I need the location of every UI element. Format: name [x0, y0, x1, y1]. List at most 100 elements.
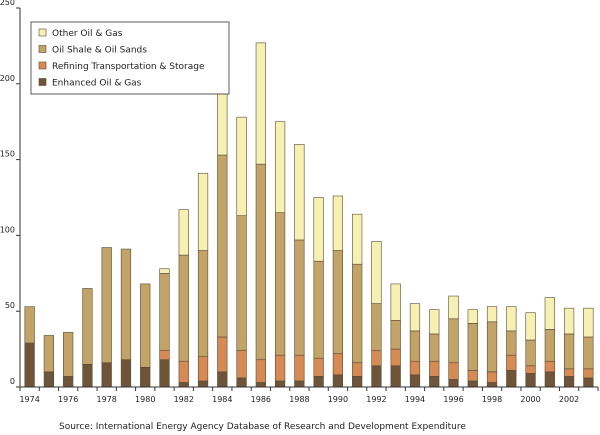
bar-segment [525, 373, 536, 388]
bar-segment [294, 354, 305, 382]
bar-segment [332, 374, 344, 388]
bar-segment [352, 362, 363, 377]
bar-segment [313, 376, 324, 388]
bar-segment [159, 268, 170, 274]
bar-segment [563, 376, 575, 388]
bar-segment [429, 333, 440, 362]
bar-segment [274, 354, 286, 382]
bar-segment [409, 303, 421, 332]
legend-swatch [38, 45, 47, 53]
bar-segment [255, 42, 266, 165]
bar-segment [332, 250, 344, 354]
bar-segment [217, 336, 228, 373]
bar-segment [544, 360, 555, 373]
x-tick-label: 1978 [97, 395, 117, 404]
bar-segment [467, 323, 478, 371]
bar-segment [101, 247, 112, 364]
bar-segment [390, 365, 401, 388]
bar-segment [178, 209, 189, 256]
bar-segment [409, 360, 421, 376]
bar-segment [197, 356, 209, 382]
bar-segment [544, 297, 555, 330]
legend-label: Oil Shale & Oil Sands [52, 46, 147, 56]
bar-segment [294, 144, 305, 241]
bar-segment [448, 295, 459, 320]
bar-segment [525, 365, 536, 374]
bar-segment [255, 163, 266, 361]
bar-segment [506, 330, 517, 356]
bar-segment [63, 376, 74, 388]
x-tick-label: 1976 [58, 395, 78, 404]
bar-segment [24, 342, 35, 388]
bar-segment [390, 319, 401, 350]
bar-segment [409, 374, 421, 388]
legend-label: Enhanced Oil & Gas [52, 79, 142, 89]
bar-segment [448, 318, 459, 364]
source-note: Source: International Energy Agency Data… [59, 422, 466, 432]
bar-segment [448, 379, 459, 388]
bar-segment [525, 339, 536, 367]
y-tick-label: 250 [0, 0, 15, 7]
y-tick-label: 100 [0, 225, 15, 234]
bar-segment [217, 371, 228, 388]
x-tick-label: 1980 [135, 395, 155, 404]
bar-segment [313, 260, 324, 359]
legend-label: Refining Transportation & Storage [52, 62, 205, 72]
bar-segment [43, 371, 55, 388]
bar-segment [236, 350, 247, 379]
bar-segment [159, 350, 170, 361]
legend-swatch [38, 61, 47, 70]
bar-segment [486, 306, 498, 323]
bar-segment [255, 359, 266, 383]
x-tick-label: 1986 [251, 395, 271, 404]
bar-segment [371, 303, 382, 351]
bar-segment [352, 213, 363, 265]
bar-segment [43, 335, 55, 373]
bar-segment [563, 307, 575, 335]
legend-box [30, 21, 230, 95]
legend-swatch [38, 78, 47, 86]
bar-segment [390, 283, 401, 321]
bar-segment [178, 254, 189, 362]
bar-segment [506, 306, 517, 332]
legend-swatch [38, 28, 47, 37]
x-tick-label: 2002 [559, 395, 579, 404]
bar-segment [82, 363, 93, 388]
bar-segment [197, 172, 209, 251]
bar-segment [583, 307, 594, 338]
bar-segment [583, 377, 594, 388]
y-tick-label: 0 [10, 377, 15, 386]
x-tick-label: 1994 [405, 395, 425, 404]
legend: Other Oil & Gas Oil Shale & Oil Sands Refi… [30, 21, 230, 95]
bar-segment [120, 359, 132, 388]
bar-segment [236, 215, 247, 351]
bar-segment [467, 309, 478, 324]
bar-segment [236, 377, 247, 388]
x-tick-label: 1996 [443, 395, 463, 404]
bar-segment [583, 336, 594, 370]
bar-segment [159, 359, 170, 388]
bar-segment [274, 212, 286, 356]
bar-segment [140, 366, 151, 388]
bar-segment [24, 306, 35, 344]
bar-segment [467, 370, 478, 382]
y-tick-label: 50 [5, 301, 15, 310]
bar-segment [140, 283, 151, 368]
bar-segment [429, 309, 440, 335]
bar-segment [486, 382, 498, 388]
bar-segment [429, 360, 440, 377]
bar-segment [467, 380, 478, 388]
bar-segment [332, 195, 344, 251]
y-axis: 0 50 100 150 200 250 [0, 0, 21, 388]
bar-segment [197, 380, 209, 388]
bar-segment [448, 362, 459, 380]
x-tick-label: 1982 [174, 395, 194, 404]
bar-segment [352, 376, 363, 388]
y-tick-label: 200 [0, 74, 15, 83]
bar-segment [236, 116, 247, 216]
x-tick-label: 1974 [19, 395, 39, 404]
bar-segment [217, 154, 228, 338]
bar-segment [101, 362, 112, 388]
bar-segment [294, 380, 305, 388]
